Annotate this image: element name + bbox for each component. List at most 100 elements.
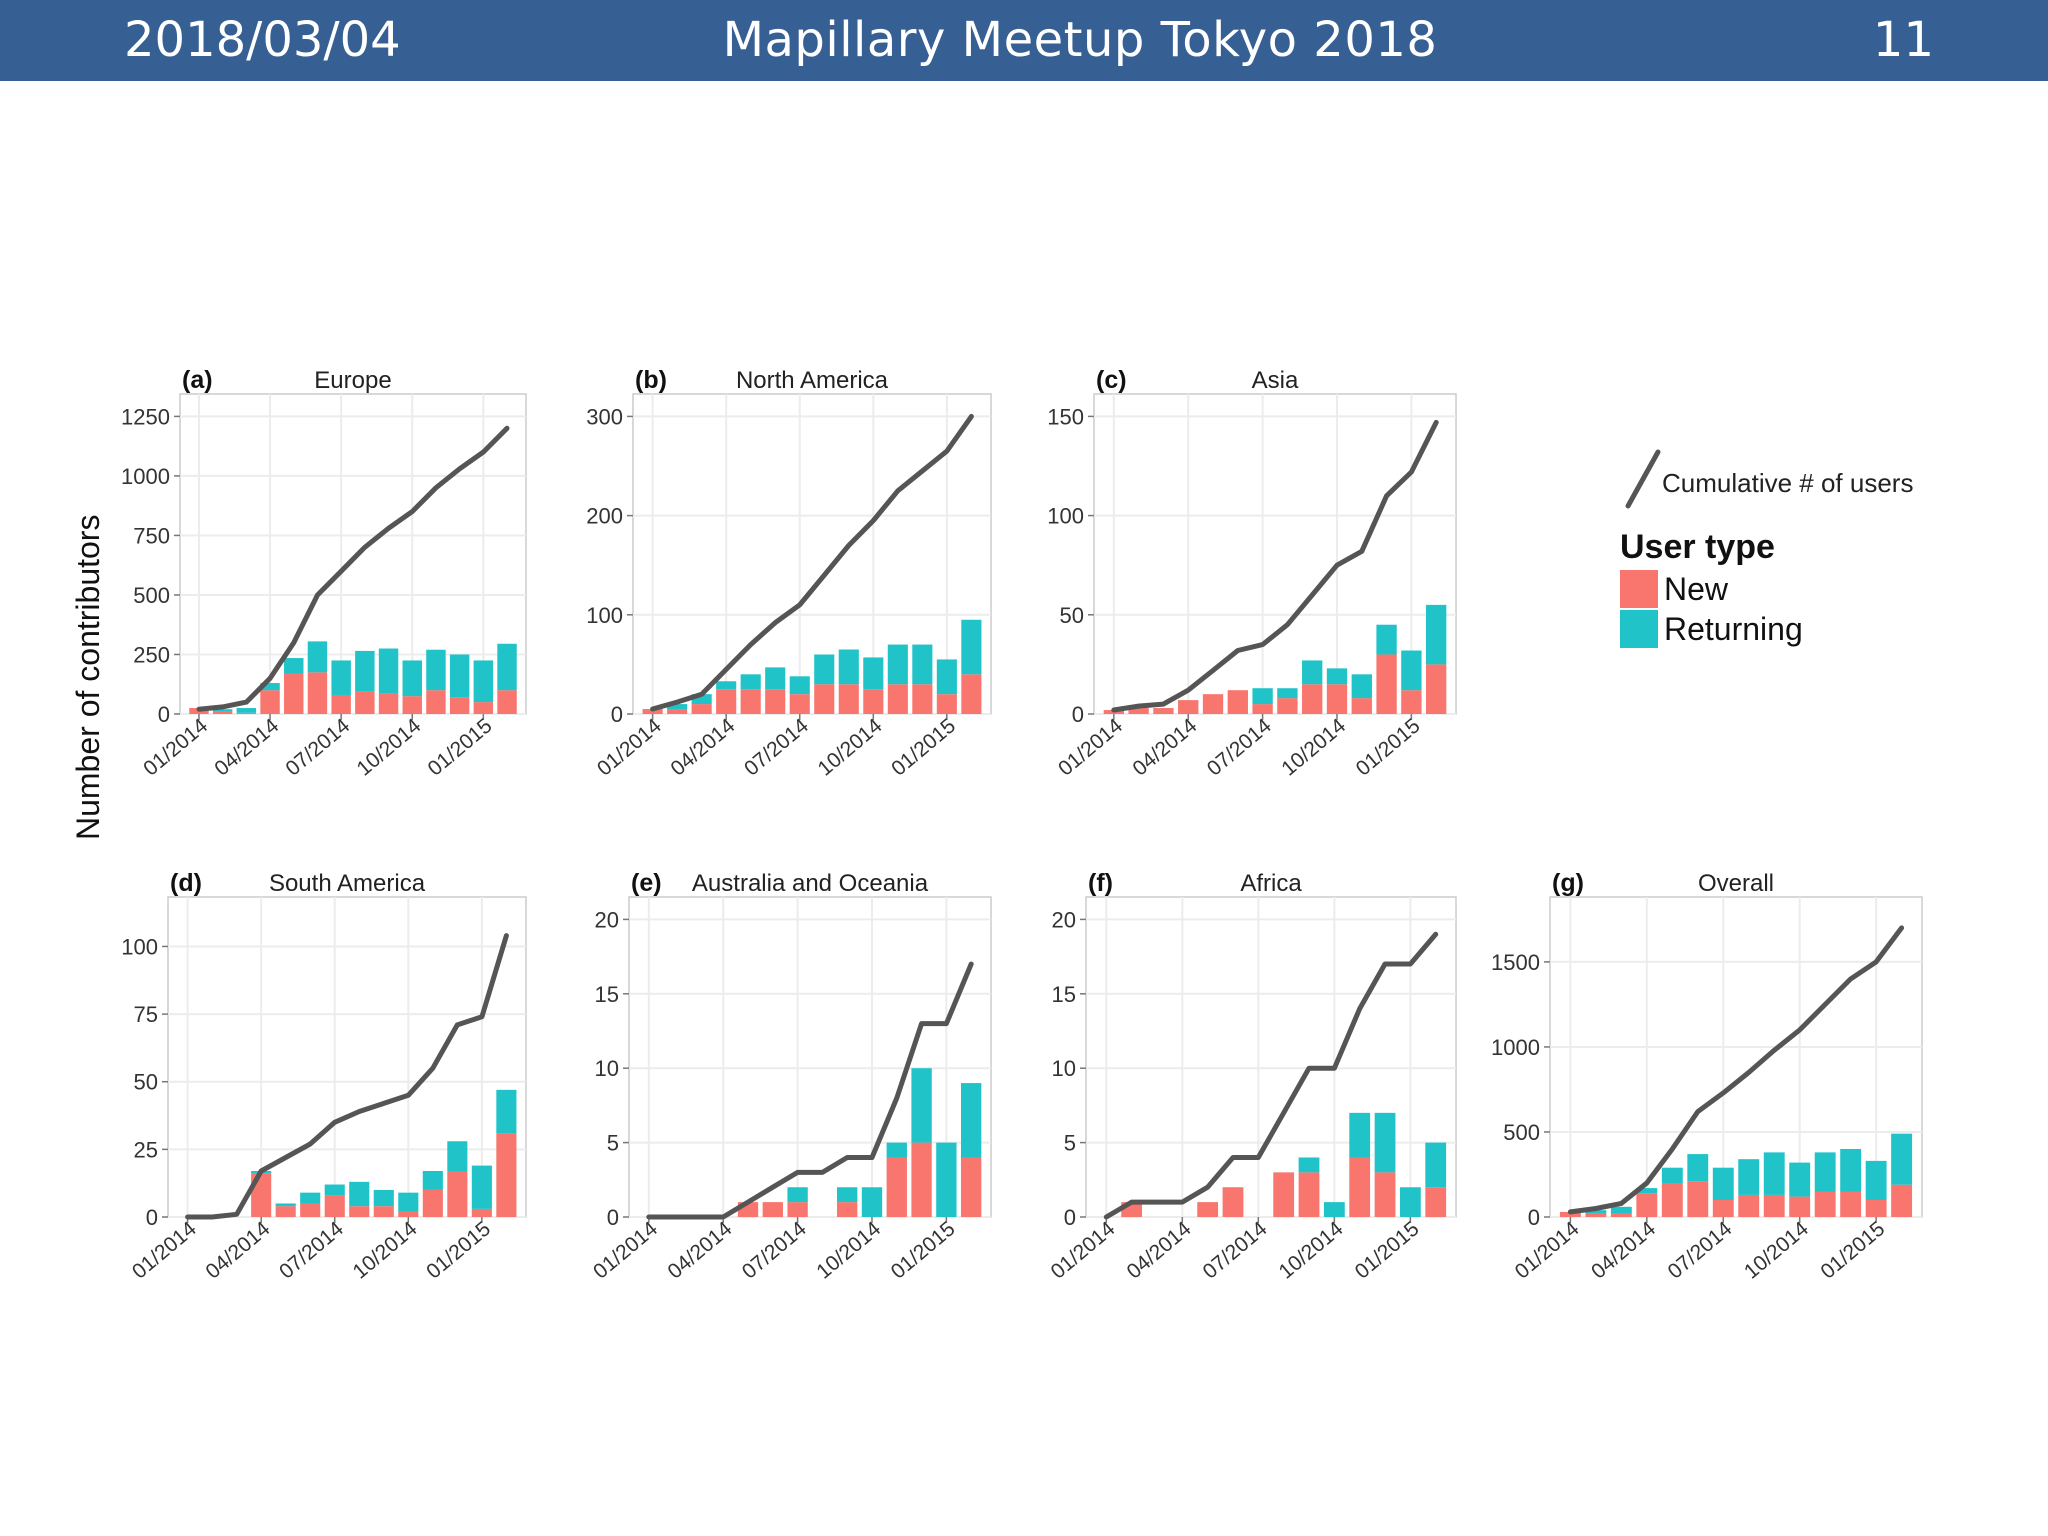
bar-returning — [861, 1187, 883, 1217]
bar-returning — [936, 1142, 957, 1217]
bar-new — [716, 689, 737, 714]
bar-returning — [716, 681, 737, 690]
bar-returning — [236, 708, 257, 713]
y-tick-label: 10 — [1052, 1056, 1076, 1081]
cumulative-line — [650, 413, 974, 712]
bar-returning — [1814, 1152, 1836, 1192]
bar-returning — [378, 648, 399, 694]
bar-new — [1349, 1157, 1371, 1217]
bar-returning — [1298, 1157, 1320, 1173]
x-tick-label: 10/2014 — [814, 714, 887, 781]
panel-title: Africa — [1240, 870, 1302, 897]
bar-returning — [1425, 1142, 1447, 1188]
bar-returning — [324, 1184, 345, 1196]
legend-swatch-new — [1620, 570, 1658, 608]
bar-new — [378, 693, 399, 714]
bar-returning — [1610, 1206, 1632, 1214]
bar-new — [447, 1171, 468, 1217]
x-tick-label: 04/2014 — [1123, 1217, 1196, 1284]
cumulative-line — [646, 961, 974, 1220]
slide-page-number: 11 — [1872, 12, 1934, 68]
bar-returning — [373, 1189, 394, 1207]
bar-returning — [1401, 650, 1422, 691]
y-tick-label: 500 — [133, 583, 170, 608]
x-tick-label: 04/2014 — [663, 1217, 736, 1284]
legend: Cumulative # of users User type New Returni… — [1620, 449, 1913, 648]
bar-returning — [1636, 1188, 1658, 1194]
legend-label-new: New — [1664, 571, 1729, 607]
x-tick-label: 01/2015 — [424, 714, 497, 780]
bar-returning — [912, 644, 933, 685]
bar-new — [1840, 1191, 1862, 1217]
x-tick-label: 01/2014 — [1511, 1217, 1584, 1284]
bar-returning — [471, 1165, 492, 1209]
bar-returning — [449, 654, 470, 698]
bar-returning — [787, 1187, 808, 1203]
bar-returning — [887, 644, 908, 685]
bar-new — [1222, 1187, 1244, 1217]
chart-panel-africa: 0 5 10 15 20 01/2014 04/2014 07/2014 10/2014 01/2… — [1047, 869, 1457, 1284]
y-tick-label: 1250 — [121, 404, 170, 429]
cumulative-line — [1103, 931, 1439, 1220]
bar-new — [1712, 1199, 1734, 1217]
bar-returning — [426, 649, 446, 691]
bar-new — [762, 1202, 783, 1217]
bar-returning — [300, 1192, 321, 1204]
bar-new — [1891, 1184, 1913, 1217]
bar-new — [212, 711, 233, 714]
y-tick-label: 100 — [586, 603, 623, 628]
x-tick-label: 07/2014 — [1199, 1217, 1272, 1284]
bar-returning — [1351, 674, 1372, 699]
y-tick-label: 20 — [1052, 907, 1076, 932]
x-tick-label: 01/2014 — [589, 1217, 662, 1284]
x-tick-label: 07/2014 — [1203, 714, 1276, 781]
plot-area — [1085, 896, 1457, 1218]
legend-swatch-returning — [1620, 610, 1658, 648]
slide-header: 2018/03/04 Mapillary Meetup Tokyo 2018 1… — [0, 0, 2048, 81]
slide-date: 2018/03/04 — [124, 12, 401, 68]
bar-new — [1351, 698, 1372, 714]
bar-returning — [1789, 1162, 1811, 1197]
panel-title: Overall — [1698, 870, 1774, 897]
y-tick-label: 750 — [133, 523, 170, 548]
bar-returning — [497, 643, 517, 691]
bar-new — [422, 1189, 443, 1217]
bar-returning — [260, 683, 280, 691]
bar-returning — [1376, 624, 1397, 655]
bar-new — [300, 1203, 321, 1217]
x-tick-label: 01/2014 — [128, 1217, 201, 1284]
bar-new — [642, 709, 663, 714]
x-tick-label: 10/2014 — [812, 1217, 885, 1284]
bar-new — [1197, 1202, 1219, 1217]
bar-returning — [447, 1141, 468, 1172]
bar-new — [260, 690, 280, 714]
y-tick-label: 100 — [1047, 504, 1084, 529]
bar-returning — [355, 650, 375, 692]
bar-new — [1273, 1172, 1295, 1217]
bar-new — [886, 1157, 907, 1217]
panel-letter: (e) — [631, 869, 662, 897]
bar-returning — [740, 674, 761, 690]
bar-new — [355, 691, 375, 714]
bar-new — [838, 684, 859, 714]
legend-line-label: Cumulative # of users — [1662, 468, 1913, 498]
bar-returning — [911, 1068, 932, 1143]
bar-returning — [1302, 660, 1323, 685]
bar-new — [1326, 684, 1348, 714]
bar-new — [814, 684, 835, 714]
legend-line-swatch — [1625, 449, 1661, 509]
bar-returning — [863, 657, 884, 690]
bar-new — [324, 1195, 345, 1217]
bar-returning — [1840, 1148, 1862, 1192]
y-tick-label: 150 — [1047, 404, 1084, 429]
x-tick-label: 01/2015 — [887, 1217, 960, 1283]
bar-new — [1814, 1191, 1836, 1217]
bar-new — [1128, 708, 1149, 714]
panel-letter: (d) — [170, 869, 202, 897]
x-tick-label: 10/2014 — [1275, 1217, 1348, 1284]
cumulative-line — [196, 425, 510, 712]
bar-new — [1559, 1211, 1581, 1217]
y-tick-label: 0 — [1528, 1205, 1540, 1230]
bar-new — [1298, 1172, 1320, 1217]
